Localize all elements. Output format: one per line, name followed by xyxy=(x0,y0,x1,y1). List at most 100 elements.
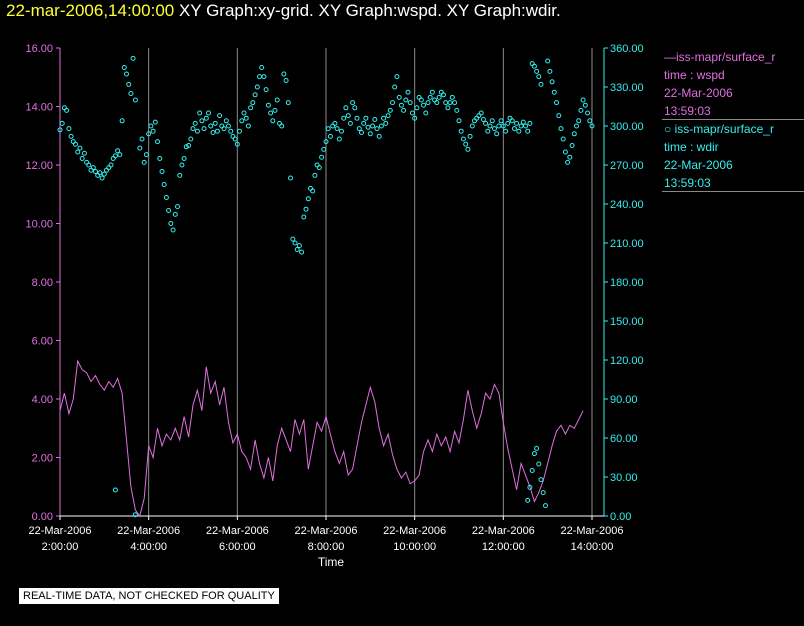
wdir-point xyxy=(261,74,267,80)
wdir-point xyxy=(538,477,544,483)
wdir-point xyxy=(376,133,382,139)
right-tick-label: 300.00 xyxy=(610,121,644,133)
wdir-point xyxy=(119,118,125,124)
x-tick-date: 22-Mar-2006 xyxy=(561,525,624,537)
x-tick-time: 8:00:00 xyxy=(308,541,345,553)
wdir-point xyxy=(398,102,404,108)
wdir-point xyxy=(143,152,149,158)
wdir-point xyxy=(352,105,358,111)
right-tick-label: 180.00 xyxy=(610,277,644,289)
wdir-point xyxy=(88,167,94,173)
wdir-point xyxy=(414,105,420,111)
wdir-point xyxy=(341,115,347,121)
wdir-point xyxy=(277,120,282,126)
wdir-point xyxy=(556,113,562,119)
wdir-point xyxy=(538,81,544,87)
wdir-point xyxy=(474,115,480,121)
left-tick-label: 0.00 xyxy=(32,511,53,523)
legend-line-icon: — xyxy=(664,50,676,64)
chart-title: 22-mar-2006,14:00:00 XY Graph:xy-grid. X… xyxy=(6,1,561,21)
wdir-point xyxy=(210,130,216,135)
wdir-point xyxy=(378,123,384,129)
wdir-point xyxy=(310,188,316,194)
wdir-point xyxy=(146,131,152,137)
wdir-point xyxy=(110,156,116,161)
legend-wdir: ○ iss-mapr/surface_r time : wdir 22-Mar-… xyxy=(664,120,774,192)
wdir-point xyxy=(423,110,429,116)
wdir-point xyxy=(516,128,522,134)
wdir-point xyxy=(57,127,63,133)
wdir-point xyxy=(565,159,571,165)
right-tick-label: 0.00 xyxy=(610,511,631,523)
wdir-point xyxy=(467,133,473,139)
wdir-point xyxy=(416,94,422,100)
wdir-point xyxy=(336,136,342,142)
wdir-point xyxy=(443,100,449,106)
wdir-point xyxy=(558,126,564,132)
wdir-point xyxy=(370,123,376,129)
wdir-point xyxy=(409,110,415,116)
x-tick-date: 22-Mar-2006 xyxy=(295,525,358,537)
left-tick-label: 14.00 xyxy=(25,102,53,114)
wdir-point xyxy=(121,65,127,70)
wdir-point xyxy=(403,97,409,103)
wdir-point xyxy=(179,162,185,168)
wdir-point xyxy=(265,102,271,108)
wspd-line xyxy=(59,359,584,518)
wdir-point xyxy=(241,110,247,116)
wdir-point xyxy=(230,133,236,139)
wdir-point xyxy=(520,119,526,125)
wdir-point xyxy=(70,139,76,145)
wdir-point xyxy=(372,117,378,122)
x-tick-time: 4:00:00 xyxy=(130,541,167,553)
wdir-point xyxy=(587,118,593,124)
wdir-point xyxy=(206,110,211,116)
wdir-point xyxy=(549,79,555,85)
wdir-point xyxy=(141,159,147,165)
wdir-point xyxy=(137,145,143,151)
wdir-point xyxy=(354,115,360,121)
wdir-point xyxy=(356,126,362,132)
wdir-point xyxy=(252,92,258,98)
wdir-point xyxy=(163,195,169,200)
wdir-point xyxy=(186,143,192,148)
wdir-point xyxy=(217,113,223,119)
legend-wspd-time: 13:59:03 xyxy=(664,104,711,118)
wdir-point xyxy=(578,107,584,113)
wdir-point xyxy=(104,167,109,173)
legend-marker-icon: ○ xyxy=(664,122,675,136)
wdir-point xyxy=(130,55,136,61)
wdir-point xyxy=(529,61,535,67)
wdir-point xyxy=(112,487,118,493)
wdir-point xyxy=(75,149,81,155)
wdir-point xyxy=(469,123,475,129)
wdir-point xyxy=(569,143,575,148)
wdir-point xyxy=(175,204,180,210)
wdir-point xyxy=(84,159,90,165)
wdir-point xyxy=(507,115,513,121)
wdir-point xyxy=(500,123,506,129)
right-tick-label: 240.00 xyxy=(610,199,644,211)
wdir-point xyxy=(527,484,533,490)
wdir-point xyxy=(505,120,511,126)
wdir-point xyxy=(365,124,371,130)
wdir-point xyxy=(383,120,389,126)
wdir-point xyxy=(139,136,145,142)
wdir-point xyxy=(203,115,209,121)
wdir-point xyxy=(245,123,251,129)
wdir-point xyxy=(441,92,446,98)
wdir-point xyxy=(534,445,540,451)
wdir-point xyxy=(571,131,577,137)
wdir-point xyxy=(268,110,274,116)
wdir-point xyxy=(454,107,460,113)
wdir-point xyxy=(361,120,367,126)
wdir-point xyxy=(545,58,551,64)
wdir-point xyxy=(458,128,464,134)
wdir-point xyxy=(390,100,395,106)
legend-wdir-source: iss-mapr/surface_r xyxy=(674,122,774,136)
wdir-point xyxy=(359,130,364,135)
legend-divider xyxy=(662,119,804,120)
wdir-point xyxy=(531,451,537,457)
wdir-point xyxy=(270,118,276,124)
wdir-point xyxy=(263,87,269,93)
